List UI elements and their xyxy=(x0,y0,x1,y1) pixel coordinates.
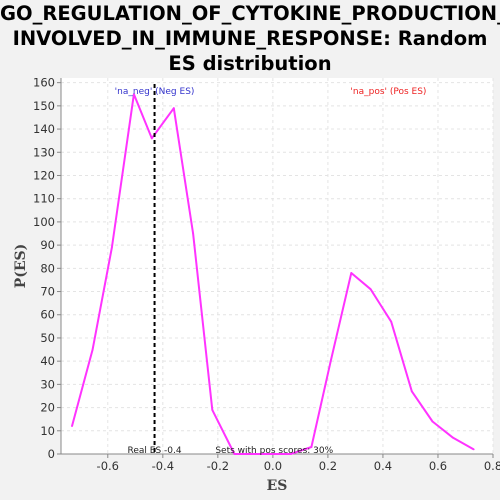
x-tick-label: -0.4 xyxy=(152,459,174,473)
es-data-point xyxy=(150,137,153,140)
pos-es-annotation: 'na_pos' (Pos ES) xyxy=(350,87,426,97)
y-tick-label: 50 xyxy=(40,331,55,345)
es-data-point xyxy=(289,453,292,455)
y-tick-label: 10 xyxy=(40,424,55,438)
x-tick-label: -0.6 xyxy=(97,459,119,473)
chart-title-line-3: ES distribution xyxy=(168,52,332,75)
y-tick-label: 120 xyxy=(33,168,55,182)
series-layer xyxy=(71,93,475,455)
y-tick-label: 0 xyxy=(48,447,55,461)
es-data-point xyxy=(111,246,113,249)
real-es-label: Real ES -0.4 xyxy=(128,446,182,456)
y-tick-label: 40 xyxy=(40,354,55,368)
y-tick-label: 130 xyxy=(33,145,55,159)
chart-title-line-1: GO_REGULATION_OF_CYTOKINE_PRODUCTION_ xyxy=(0,2,500,25)
x-tick-label: 0.6 xyxy=(429,459,447,473)
es-data-point xyxy=(91,348,94,351)
y-tick-label: 140 xyxy=(33,122,55,136)
es-data-point xyxy=(452,436,455,439)
y-tick-label: 30 xyxy=(40,377,55,391)
es-data-point xyxy=(211,409,214,411)
es-data-point xyxy=(329,360,332,363)
es-data-point xyxy=(431,420,434,423)
y-axis-label: P(ES) xyxy=(13,244,29,289)
es-data-point xyxy=(350,272,353,274)
x-tick-label: -0.2 xyxy=(207,459,229,473)
es-data-point xyxy=(133,93,135,96)
y-tick-label: 20 xyxy=(40,401,55,415)
x-tick-label: 0.8 xyxy=(484,459,500,473)
es-data-point xyxy=(410,390,413,393)
x-tick-label: 0.2 xyxy=(319,459,337,473)
pos-scores-annotation: Sets with pos scores: 30% xyxy=(215,446,333,456)
y-tick-label: 80 xyxy=(40,261,55,275)
es-data-point xyxy=(472,448,475,451)
neg-es-annotation: 'na_neg' (Neg ES) xyxy=(115,87,195,97)
es-data-point xyxy=(192,232,194,235)
y-tick-label: 160 xyxy=(33,76,55,90)
es-data-point xyxy=(172,107,175,110)
y-tick-label: 60 xyxy=(40,308,55,322)
es-data-point xyxy=(251,453,254,455)
x-tick-label: 0.0 xyxy=(264,459,282,473)
axis-ticks: 0 10 20 30 40 50 60 70 80 90 100 110 120 130 140 150 160… xyxy=(33,76,500,473)
chart-title-line-2: INVOLVED_IN_IMMUNE_RESPONSE: Random xyxy=(12,27,488,50)
y-tick-label: 110 xyxy=(33,192,55,206)
es-data-point xyxy=(71,425,73,428)
plot-area xyxy=(61,78,493,454)
y-tick-label: 90 xyxy=(40,238,55,252)
es-data-point xyxy=(369,288,372,291)
x-tick-label: 0.4 xyxy=(374,459,392,473)
es-data-point xyxy=(233,453,236,455)
y-tick-label: 150 xyxy=(33,99,55,113)
es-data-point xyxy=(390,320,393,323)
y-tick-label: 100 xyxy=(33,215,55,229)
x-axis-label: ES xyxy=(267,478,288,494)
es-data-point xyxy=(310,446,313,448)
es-data-point xyxy=(271,453,274,455)
y-tick-label: 70 xyxy=(40,285,55,299)
